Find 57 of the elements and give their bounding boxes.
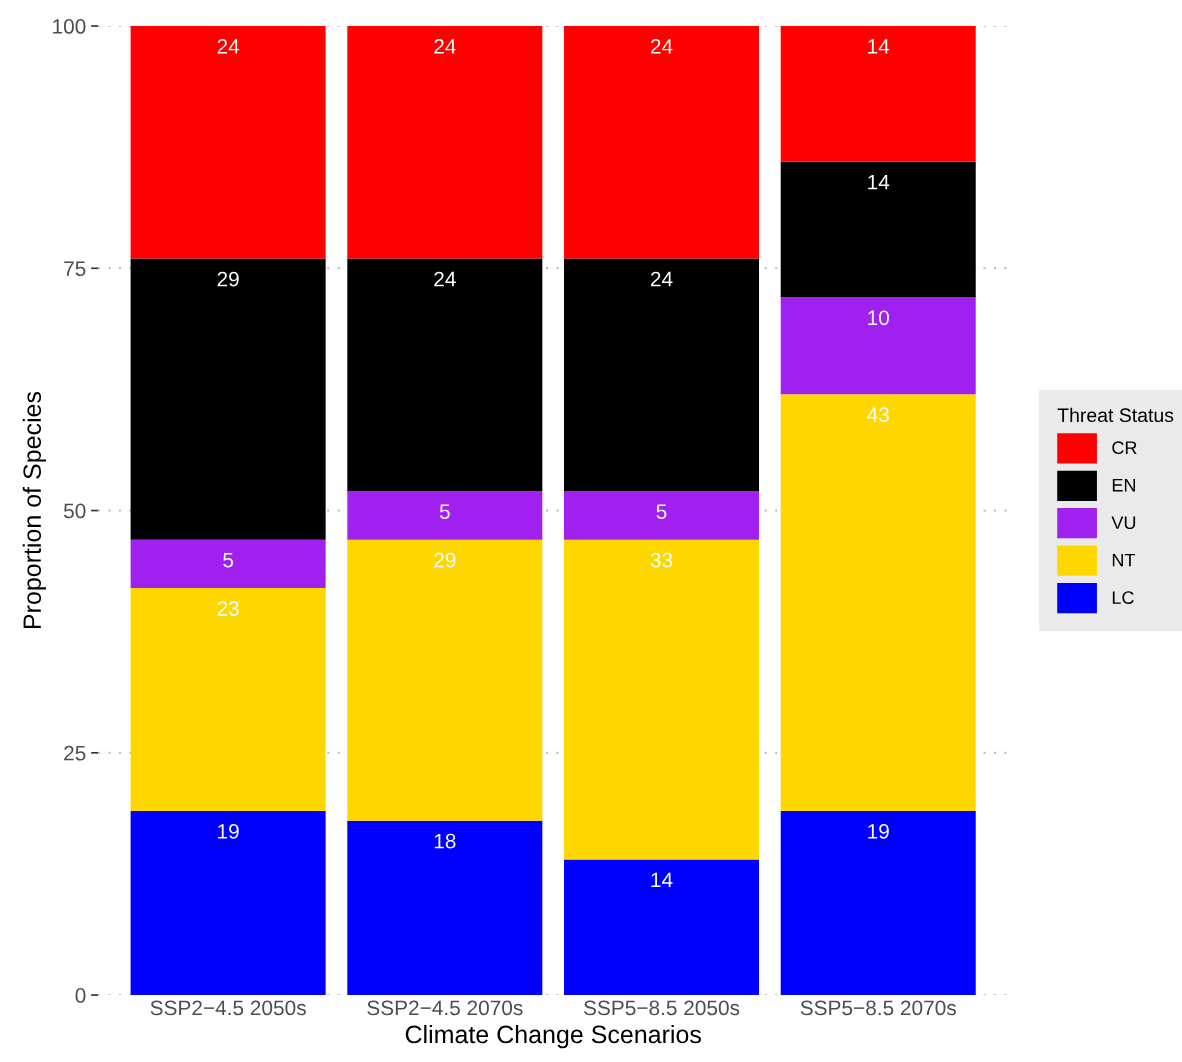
bar: [564, 491, 760, 540]
legend-title: Threat Status: [1057, 407, 1174, 423]
bar: [780, 161, 976, 298]
y-tick-label: 0: [75, 988, 86, 1003]
bar: [130, 26, 326, 259]
x-tick-label: SSP5−8.5 2070s: [800, 1000, 956, 1016]
data-label: 19: [868, 824, 889, 839]
data-label: 5: [656, 504, 667, 519]
y-tick-label: 25: [64, 745, 86, 761]
y-tick-label: 50: [63, 503, 86, 519]
data-label: 5: [439, 504, 450, 519]
data-label: 33: [650, 552, 673, 568]
legend-label: NT: [1112, 553, 1136, 567]
bar: [347, 258, 543, 492]
x-tick-label: SSP5−8.5 2050s: [584, 1000, 740, 1016]
bar: [347, 820, 543, 996]
data-label: 10: [868, 310, 889, 326]
legend-label: EN: [1112, 478, 1135, 492]
bar: [564, 539, 760, 860]
data-label: 5: [223, 552, 234, 568]
data-label: 24: [650, 271, 673, 287]
bar: [564, 859, 760, 996]
x-tick-label: SSP2−4.5 2050s: [150, 1000, 306, 1016]
data-label: 18: [434, 833, 456, 849]
y-tick-label: 100: [53, 19, 86, 34]
data-label: 24: [650, 39, 673, 54]
data-label: 24: [434, 271, 456, 287]
data-label: 24: [217, 39, 240, 54]
bar: [564, 26, 760, 259]
data-label: 14: [868, 39, 890, 54]
bar: [130, 588, 326, 811]
bar: [130, 258, 326, 540]
data-label: 43: [867, 407, 889, 423]
data-label: 19: [218, 824, 239, 839]
legend-label: VU: [1111, 516, 1136, 530]
bar: [130, 539, 326, 589]
data-label: 29: [434, 552, 456, 568]
data-label: 29: [217, 271, 239, 287]
bar: [780, 810, 976, 996]
x-tick-label: SSP2−4.5 2070s: [367, 1000, 523, 1016]
bar: [347, 491, 543, 540]
data-label: 23: [217, 601, 239, 616]
legend-label: CR: [1112, 441, 1137, 455]
bar: [130, 810, 326, 996]
data-label: 14: [651, 872, 673, 888]
bar: [780, 26, 976, 162]
bar: [780, 394, 976, 811]
x-axis-title: Climate Change Scenarios: [405, 1024, 701, 1049]
bar: [347, 539, 543, 821]
data-label: 24: [434, 39, 456, 54]
legend-label: LC: [1112, 591, 1134, 604]
data-label: 14: [868, 174, 890, 190]
bar: [347, 26, 543, 259]
y-tick-label: 75: [64, 261, 86, 277]
bar: [780, 297, 976, 395]
y-axis-title: Proportion of Species: [22, 391, 46, 629]
bar: [564, 258, 760, 492]
